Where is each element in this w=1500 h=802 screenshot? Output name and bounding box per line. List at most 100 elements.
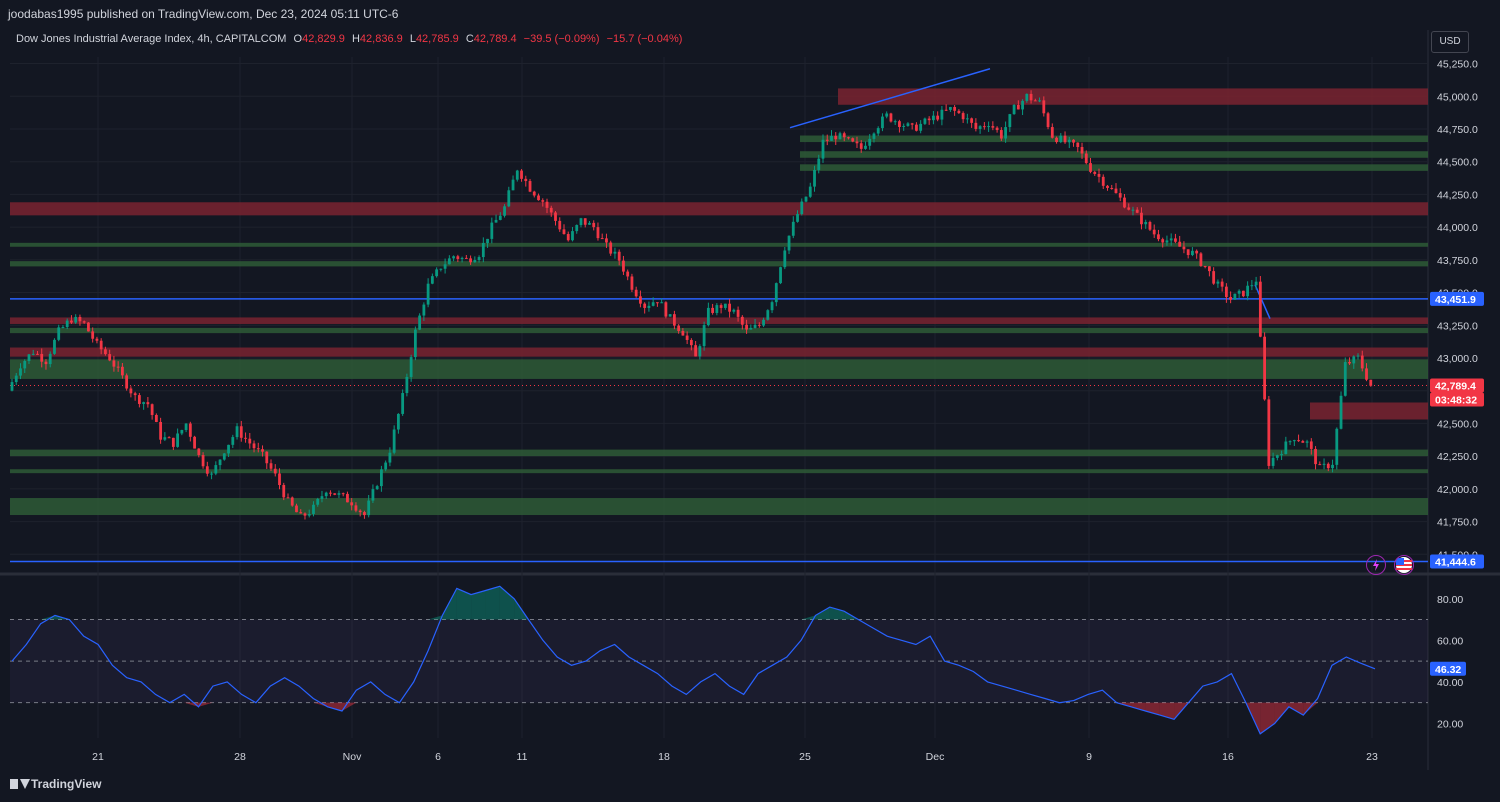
candle-up (1008, 114, 1012, 128)
rsi-oversold-fill (327, 702, 342, 711)
candle-down (851, 138, 855, 142)
candle-down (358, 510, 362, 513)
candle-down (1369, 379, 1373, 386)
candle-down (528, 181, 532, 192)
candle-up (1335, 428, 1339, 465)
candle-up (31, 353, 35, 355)
candle-down (1182, 246, 1186, 250)
rsi-oversold-fill (1159, 702, 1175, 720)
us-flag-icon[interactable] (1394, 555, 1414, 575)
candle-up (1059, 135, 1063, 143)
candle-up (316, 498, 320, 505)
open-value: 42,829.9 (302, 33, 345, 45)
candle-down (541, 200, 545, 202)
ohlc-legend: Dow Jones Industrial Average Index, 4h, … (16, 33, 686, 45)
candle-down (1203, 265, 1207, 267)
candle-down (1106, 185, 1109, 188)
x-tick-label: Dec (926, 751, 945, 763)
supply-zone (10, 347, 1428, 357)
candle-down (456, 256, 460, 259)
candle-down (95, 338, 99, 341)
candle-down (299, 512, 303, 514)
candle-up (749, 327, 753, 330)
candle-up (388, 452, 392, 463)
candle-down (999, 130, 1003, 139)
rsi-oversold-fill (313, 702, 328, 707)
candle-down (205, 466, 209, 474)
candle-up (706, 307, 710, 326)
x-tick-label: 11 (517, 751, 528, 763)
currency-button[interactable]: USD (1431, 31, 1469, 53)
candle-down (469, 258, 472, 263)
candle-up (1343, 362, 1347, 396)
candle-up (885, 113, 889, 117)
candle-down (974, 122, 978, 129)
price-label: 03:48:32 (1435, 395, 1477, 407)
candle-up (19, 368, 22, 376)
candle-up (392, 429, 396, 453)
candle-up (660, 302, 664, 304)
candle-up (418, 315, 422, 330)
candle-up (142, 402, 146, 404)
symbol-title[interactable]: Dow Jones Industrial Average Index, 4h, … (16, 33, 287, 45)
lightning-icon[interactable] (1366, 555, 1386, 575)
candle-up (791, 221, 795, 236)
candle-down (549, 207, 553, 213)
candle-up (575, 225, 579, 232)
candle-up (413, 329, 417, 358)
rsi-tick-label: 40.00 (1437, 677, 1463, 689)
candle-up (460, 257, 464, 259)
candle-down (745, 324, 748, 330)
demand-zone (10, 449, 1428, 457)
tradingview-logo[interactable]: TradingView (10, 777, 101, 791)
candle-down (350, 502, 354, 506)
candle-up (477, 257, 481, 261)
candle-down (639, 296, 642, 304)
candle-up (932, 115, 935, 121)
candle-down (545, 201, 549, 208)
candle-down (1135, 209, 1139, 213)
candle-down (244, 437, 247, 439)
candle-up (830, 135, 833, 141)
candle-up (774, 283, 778, 303)
x-tick-label: 6 (435, 751, 441, 763)
rsi-overbought-fill (456, 588, 472, 620)
supply-zone (1310, 402, 1428, 420)
demand-zone (10, 498, 1428, 516)
candle-down (125, 375, 129, 389)
candle-down (600, 238, 604, 240)
candle-up (715, 305, 719, 313)
candle-down (36, 353, 39, 355)
candle-down (1140, 212, 1143, 225)
candle-down (248, 438, 252, 444)
candle-down (286, 497, 290, 499)
candle-up (571, 231, 574, 241)
candle-up (651, 302, 655, 306)
candle-up (367, 500, 371, 516)
candle-down (1301, 441, 1305, 443)
price-label-box (1430, 378, 1484, 393)
candle-up (1038, 100, 1041, 102)
candle-up (473, 260, 477, 263)
candle-up (1004, 127, 1007, 139)
candle-up (227, 444, 230, 454)
candle-down (70, 320, 73, 323)
candle-down (1360, 355, 1364, 369)
candle-down (1224, 286, 1228, 298)
candle-up (498, 215, 502, 220)
candle-down (1063, 135, 1067, 143)
change-value: −39.5 (−0.09%) (523, 33, 600, 45)
candle-down (566, 234, 570, 241)
candle-up (702, 325, 706, 347)
candle-down (1174, 238, 1177, 242)
candle-up (1331, 464, 1334, 469)
candle-up (324, 492, 328, 497)
candle-up (176, 433, 179, 447)
candle-up (923, 118, 927, 124)
candle-up (613, 251, 617, 254)
candle-down (1029, 93, 1033, 101)
price-label: 42,789.4 (1435, 381, 1476, 393)
candle-up (906, 123, 910, 126)
rsi-tick-label: 80.00 (1437, 594, 1463, 606)
